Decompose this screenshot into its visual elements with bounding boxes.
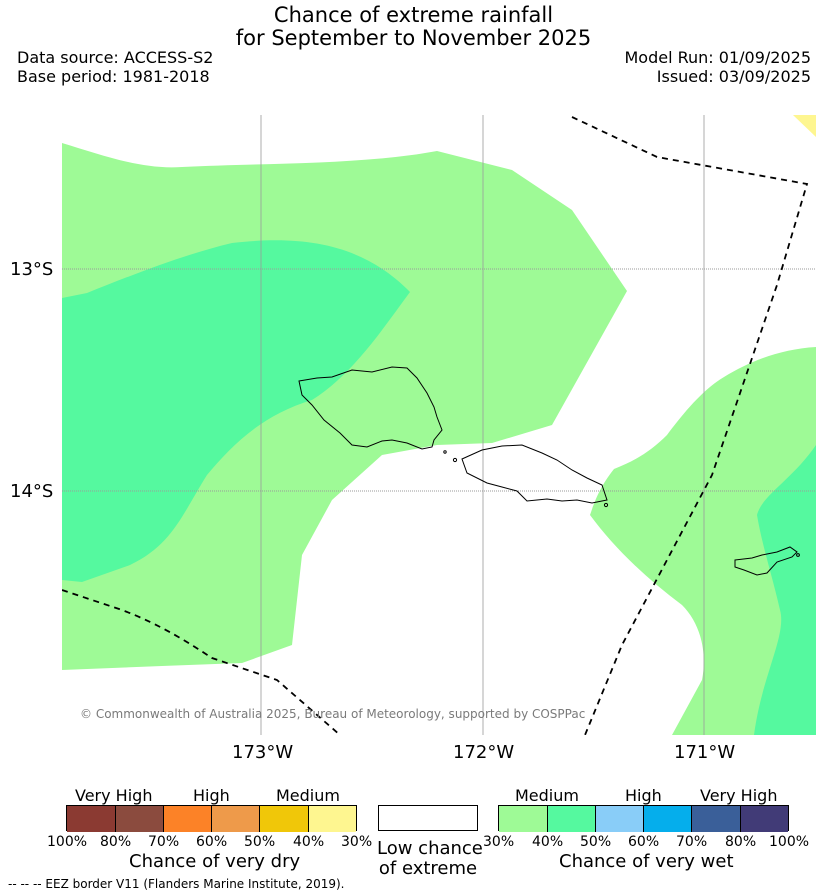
dry-colorbar — [66, 805, 357, 832]
dry-swatch-80-70 — [116, 806, 164, 832]
wet-swatch-80-100 — [741, 806, 788, 832]
wet-caption: Chance of very wet — [559, 851, 734, 872]
wet-tick-30: 30% — [483, 834, 515, 850]
wet-high-label: High — [625, 786, 662, 805]
dry-tick-50: 50% — [244, 834, 276, 850]
wet-colorbar — [498, 805, 789, 832]
dry-tick-60: 60% — [196, 834, 228, 850]
wet-swatch-30-40 — [499, 806, 548, 832]
lon-label-171w: 171°W — [674, 742, 736, 763]
wet-swatch-40-50 — [548, 806, 596, 832]
map-attribution: © Commonwealth of Australia 2025, Bureau… — [80, 707, 585, 721]
dry-swatch-60-50 — [212, 806, 260, 832]
dry-swatch-100-80 — [67, 806, 116, 832]
wet-tick-40: 40% — [532, 834, 564, 850]
dry-tick-30: 30% — [341, 834, 373, 850]
lon-label-172w: 172°W — [453, 742, 515, 763]
rainfall-map: © Commonwealth of Australia 2025, Bureau… — [62, 115, 816, 735]
low-chance-caption-line1: Low chance — [377, 838, 483, 859]
dry-tick-80: 80% — [100, 834, 132, 850]
dry-tick-40: 40% — [293, 834, 325, 850]
dry-tick-70: 70% — [148, 834, 180, 850]
wet-tick-50: 50% — [580, 834, 612, 850]
upolu-island — [461, 444, 608, 504]
lat-label-14s: 14°S — [10, 481, 54, 502]
dry-swatch-40-30 — [309, 806, 356, 832]
wet-swatch-70-80 — [692, 806, 741, 832]
dry-swatch-50-40 — [260, 806, 309, 832]
eez-border — [62, 116, 809, 735]
wet-swatch-60-70 — [644, 806, 692, 832]
wet-tick-70: 70% — [676, 834, 708, 850]
dry-medium-label: Medium — [276, 786, 340, 805]
medium-dry-region-corner — [793, 115, 816, 137]
lat-label-13s: 13°S — [10, 259, 54, 280]
base-period-text: Base period: 1981-2018 — [17, 67, 210, 86]
low-chance-swatch — [378, 805, 478, 831]
graticule — [62, 268, 816, 492]
issued-text: Issued: 03/09/2025 — [656, 67, 811, 86]
high-medium-wet-region-east — [754, 445, 816, 735]
map-title-line2: for September to November 2025 — [235, 26, 592, 50]
wet-tick-80: 80% — [725, 834, 757, 850]
island-coastlines — [298, 366, 800, 576]
lon-label-173w: 173°W — [232, 742, 294, 763]
dry-very-high-label: Very High — [75, 786, 153, 805]
savaii-island — [298, 366, 443, 450]
medium-wet-region-east — [590, 347, 816, 735]
wet-swatch-50-60 — [596, 806, 644, 832]
wet-medium-label: Medium — [515, 786, 579, 805]
low-chance-caption-line2: of extreme — [378, 858, 478, 879]
wet-tick-100: 100% — [769, 834, 810, 850]
dry-tick-100: 100% — [47, 834, 88, 850]
high-medium-wet-region-west — [62, 240, 410, 582]
data-source-text: Data source: ACCESS-S2 — [17, 48, 214, 67]
dry-high-label: High — [193, 786, 230, 805]
wet-very-high-label: Very High — [700, 786, 778, 805]
model-run-text: Model Run: 01/09/2025 — [624, 48, 812, 67]
eez-footnote: -- -- -- EEZ border V11 (Flanders Marine… — [8, 877, 345, 891]
tutuila-island — [734, 546, 798, 576]
dry-swatch-70-60 — [164, 806, 212, 832]
map-title-line1: Chance of extreme rainfall — [273, 3, 554, 27]
dry-caption: Chance of very dry — [129, 851, 301, 872]
wet-tick-60: 60% — [628, 834, 660, 850]
